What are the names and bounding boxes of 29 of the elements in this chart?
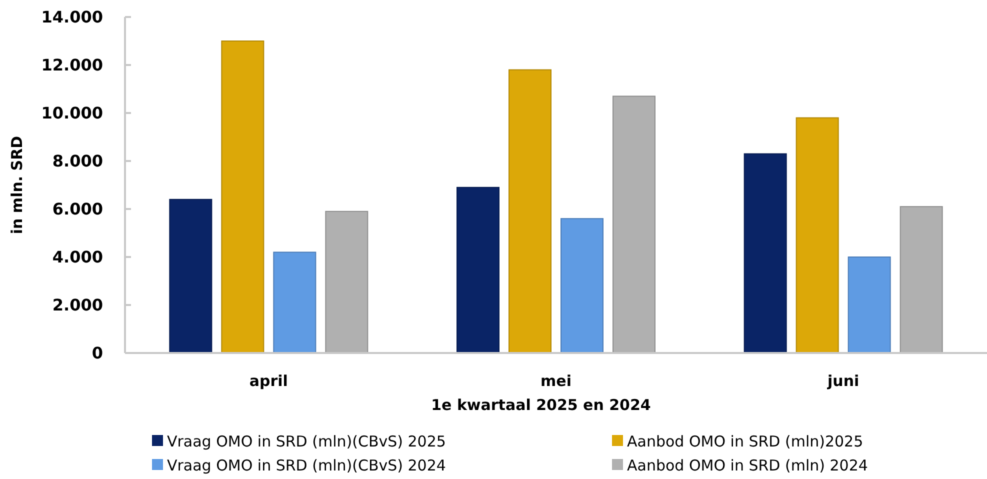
x-tick-label: april	[249, 372, 288, 390]
x-tick-label: mei	[540, 372, 572, 390]
bar	[221, 40, 264, 354]
y-axis-title: in mln. SRD	[8, 136, 26, 234]
bar	[456, 186, 500, 354]
bar	[796, 117, 839, 354]
bar	[900, 206, 943, 354]
y-tick-label: 12.000	[41, 56, 103, 75]
bar	[612, 96, 656, 354]
bar	[560, 218, 604, 354]
y-tick-label: 6.000	[52, 200, 103, 219]
legend-label: Vraag OMO in SRD (mln)(CBvS) 2025	[167, 432, 446, 450]
bar	[848, 256, 891, 354]
y-tick-label: 14.000	[41, 8, 103, 27]
legend-label: Aanbod OMO in SRD (mln)2025	[627, 432, 864, 450]
bar	[273, 252, 316, 354]
legend-label: Aanbod OMO in SRD (mln) 2024	[627, 456, 868, 474]
bar	[169, 198, 212, 354]
legend-label: Vraag OMO in SRD (mln)(CBvS) 2024	[167, 456, 446, 474]
y-tick-label: 8.000	[52, 152, 103, 171]
bar	[744, 153, 787, 354]
x-tick-label: juni	[826, 372, 860, 390]
x-axis-title: 1e kwartaal 2025 en 2024	[431, 396, 651, 414]
y-tick-label: 0	[92, 344, 103, 363]
bar	[325, 210, 368, 354]
y-tick-label: 4.000	[52, 248, 103, 267]
bar	[508, 69, 552, 354]
y-tick-label: 10.000	[41, 104, 103, 123]
y-tick-label: 2.000	[52, 296, 103, 315]
